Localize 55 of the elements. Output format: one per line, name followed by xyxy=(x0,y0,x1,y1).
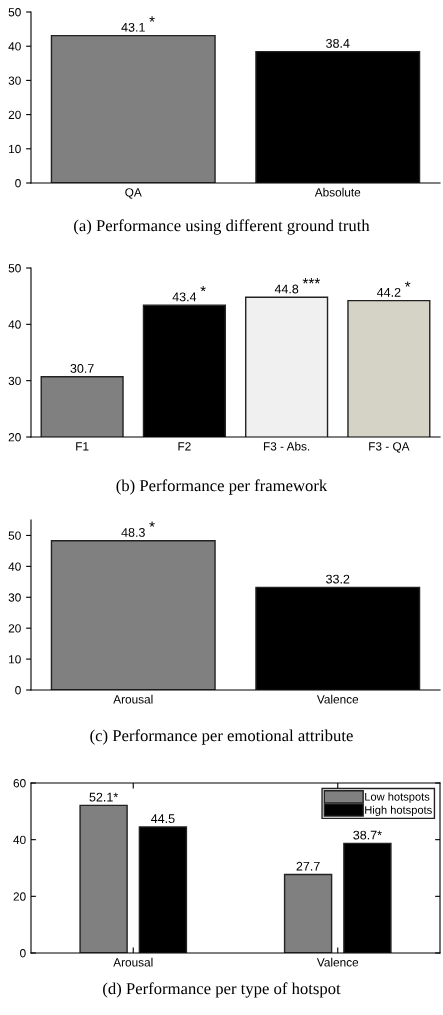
data-label: 43.1 xyxy=(121,22,145,32)
x-tick-label: Valence xyxy=(316,694,359,704)
data-label: 43.4 xyxy=(172,292,197,302)
text: (b) Performance per framework xyxy=(116,479,328,495)
y-tick-label: 40 xyxy=(8,42,21,51)
data-label: 44.5 xyxy=(151,814,175,824)
y-tick-label: 20 xyxy=(8,433,21,442)
x-tick-label: Arousal xyxy=(113,694,153,704)
data-label: 27.7 xyxy=(296,861,320,871)
y-tick-label: 50 xyxy=(8,531,21,540)
bar xyxy=(79,804,128,953)
y-tick-label: 20 xyxy=(13,892,26,901)
bar xyxy=(283,873,333,953)
annotation: * xyxy=(149,16,155,22)
x-tick-label: Valence xyxy=(316,957,359,967)
y-tick-label: 40 xyxy=(8,320,21,329)
y-tick-label: 0 xyxy=(20,949,26,958)
legend-label: High hotspots xyxy=(365,805,432,817)
text: (d) Performance per type of hotspot xyxy=(103,982,341,998)
annotation: *** xyxy=(302,278,321,284)
y-tick-label: 40 xyxy=(8,562,21,571)
data-label: 38.7* xyxy=(353,830,382,840)
data-label: 44.8 xyxy=(274,284,299,294)
y-tick-label: 30 xyxy=(8,376,21,386)
annotation: * xyxy=(404,281,411,287)
x-tick-label: Absolute xyxy=(314,187,361,197)
data-label: 30.7 xyxy=(70,364,94,373)
y-tick-label: 20 xyxy=(8,110,21,119)
data-label: 44.2 xyxy=(377,287,401,297)
y-tick-label: 10 xyxy=(9,144,21,154)
annotation: * xyxy=(200,285,206,292)
y-tick-label: 20 xyxy=(8,624,21,633)
data-label: 38.4 xyxy=(326,38,350,48)
data-label: 48.3 xyxy=(121,528,145,537)
y-tick-label: 30 xyxy=(8,76,21,85)
text: (a) Performance using different ground truth xyxy=(74,219,370,235)
y-tick-label: 0 xyxy=(15,686,21,695)
y-tick-label: 10 xyxy=(9,655,21,664)
x-tick-label: Arousal xyxy=(113,957,153,967)
legend-label: Low hotspots xyxy=(365,792,430,803)
x-tick-label: F1 xyxy=(76,442,89,451)
y-tick-label: 30 xyxy=(8,593,21,602)
y-tick-label: 50 xyxy=(8,8,21,17)
text: (c) Performance per emotional attribute xyxy=(90,729,353,745)
x-tick-label: F3 - QA xyxy=(369,442,410,453)
y-tick-label: 50 xyxy=(8,264,21,273)
x-tick-label: F3 - Abs. xyxy=(263,441,310,451)
x-tick-label: F2 xyxy=(178,442,191,451)
data-label: 33.2 xyxy=(326,574,350,584)
annotation: * xyxy=(149,521,155,527)
y-tick-label: 60 xyxy=(13,779,26,788)
y-tick-label: 0 xyxy=(15,179,21,188)
data-label: 52.1* xyxy=(89,792,118,802)
y-tick-label: 40 xyxy=(13,835,26,845)
x-tick-label: QA xyxy=(125,188,142,199)
